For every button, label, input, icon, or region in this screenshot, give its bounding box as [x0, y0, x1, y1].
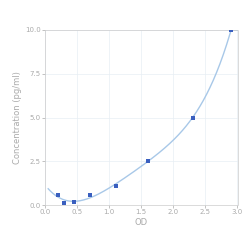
Point	[56, 192, 60, 196]
Point	[72, 200, 76, 204]
Point	[88, 192, 92, 196]
Point	[190, 116, 194, 119]
Point	[229, 28, 233, 32]
Y-axis label: Concentration (pg/ml): Concentration (pg/ml)	[13, 71, 22, 164]
Point	[146, 159, 150, 163]
X-axis label: OD: OD	[135, 218, 148, 227]
Point	[62, 201, 66, 205]
Point	[114, 184, 117, 188]
